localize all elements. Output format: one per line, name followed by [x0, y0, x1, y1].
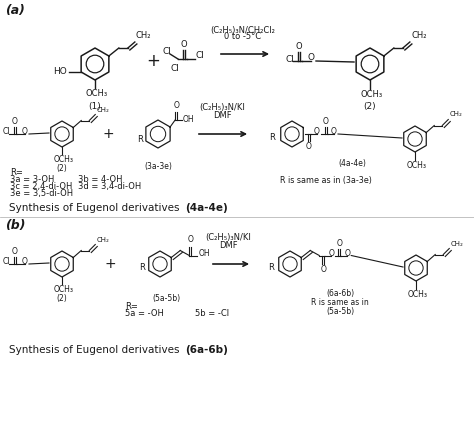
Text: (b): (b): [5, 219, 26, 232]
Text: R: R: [269, 132, 275, 142]
Text: OCH₃: OCH₃: [407, 161, 427, 170]
Text: O: O: [22, 257, 28, 267]
Text: OCH₃: OCH₃: [408, 290, 428, 299]
Text: (C₂H₅)₃N/KI: (C₂H₅)₃N/KI: [199, 103, 245, 112]
Text: (2): (2): [56, 164, 67, 173]
Text: R=: R=: [125, 302, 138, 311]
Text: OH: OH: [183, 115, 195, 125]
Text: (5a-5b): (5a-5b): [152, 294, 180, 303]
Text: (C₂H₅)₃N/KI: (C₂H₅)₃N/KI: [205, 233, 251, 242]
Text: Cl: Cl: [196, 51, 205, 61]
Text: Cl: Cl: [286, 55, 295, 64]
Text: R: R: [139, 262, 145, 271]
Text: CH₂: CH₂: [449, 112, 462, 117]
Text: O: O: [22, 128, 28, 137]
Text: Synthesis of Eugenol derivatives: Synthesis of Eugenol derivatives: [9, 345, 183, 355]
Text: O: O: [337, 238, 342, 248]
Text: 5b = -Cl: 5b = -Cl: [195, 309, 229, 318]
Text: O: O: [306, 142, 312, 151]
Text: +: +: [102, 127, 114, 141]
Text: 5a = -OH: 5a = -OH: [125, 309, 164, 318]
Text: O: O: [314, 128, 320, 137]
Text: 3e = 3,5-di-OH: 3e = 3,5-di-OH: [10, 189, 73, 198]
Text: HO: HO: [54, 67, 67, 76]
Text: +: +: [146, 52, 160, 70]
Text: (2): (2): [56, 294, 67, 303]
Text: O: O: [320, 265, 326, 273]
Text: R is same as in (3a-3e): R is same as in (3a-3e): [280, 176, 372, 185]
Text: 3b = 4-OH: 3b = 4-OH: [78, 175, 122, 184]
Text: R is same as in: R is same as in: [311, 298, 369, 307]
Text: Cl: Cl: [3, 257, 10, 267]
Text: (4a-4e): (4a-4e): [338, 159, 366, 168]
Text: OCH₃: OCH₃: [86, 89, 108, 98]
Text: Cl: Cl: [163, 47, 172, 56]
Text: (1): (1): [89, 102, 101, 111]
Text: O: O: [323, 117, 329, 126]
Text: OCH₃: OCH₃: [54, 285, 74, 294]
Text: (6a-6b): (6a-6b): [185, 345, 228, 355]
Text: (3a-3e): (3a-3e): [144, 162, 172, 171]
Text: 3a = 3-OH: 3a = 3-OH: [10, 175, 55, 184]
Text: O: O: [187, 235, 193, 245]
Text: (4a-4e): (4a-4e): [185, 203, 228, 213]
Text: O: O: [344, 249, 350, 258]
Text: DMF: DMF: [219, 241, 237, 250]
Text: O: O: [12, 247, 18, 256]
Text: O: O: [296, 42, 302, 51]
Text: Cl: Cl: [171, 64, 180, 73]
Text: Cl: Cl: [3, 128, 10, 137]
Text: R: R: [137, 134, 143, 143]
Text: O: O: [173, 101, 179, 110]
Text: O: O: [12, 117, 18, 126]
Text: R: R: [268, 262, 274, 271]
Text: 3d = 3,4-di-OH: 3d = 3,4-di-OH: [78, 182, 141, 191]
Text: (6a-6b): (6a-6b): [326, 289, 354, 298]
Text: Synthesis of Eugenol derivatives: Synthesis of Eugenol derivatives: [9, 203, 183, 213]
Text: (a): (a): [5, 4, 25, 17]
Text: CH₂: CH₂: [412, 31, 428, 40]
Text: (C₂H₅)₃N/CH₂Cl₂: (C₂H₅)₃N/CH₂Cl₂: [210, 26, 275, 35]
Text: R=: R=: [10, 168, 23, 177]
Text: CH₂: CH₂: [96, 106, 109, 112]
Text: (5a-5b): (5a-5b): [326, 307, 354, 316]
Text: CH₂: CH₂: [96, 237, 109, 243]
Text: O: O: [331, 128, 337, 137]
Text: CH₂: CH₂: [136, 31, 151, 40]
Text: OH: OH: [198, 249, 210, 258]
Text: OCH₃: OCH₃: [361, 90, 383, 99]
Text: (2): (2): [364, 102, 376, 111]
Text: O: O: [181, 40, 187, 49]
Text: +: +: [104, 257, 116, 271]
Text: 0 to -5°C: 0 to -5°C: [224, 32, 262, 41]
Text: 3c = 2,4-di-OH: 3c = 2,4-di-OH: [10, 182, 73, 191]
Text: DMF: DMF: [213, 111, 231, 120]
Text: OCH₃: OCH₃: [54, 155, 74, 164]
Text: O: O: [308, 53, 315, 62]
Text: CH₂: CH₂: [450, 240, 463, 246]
Text: O: O: [328, 249, 334, 258]
